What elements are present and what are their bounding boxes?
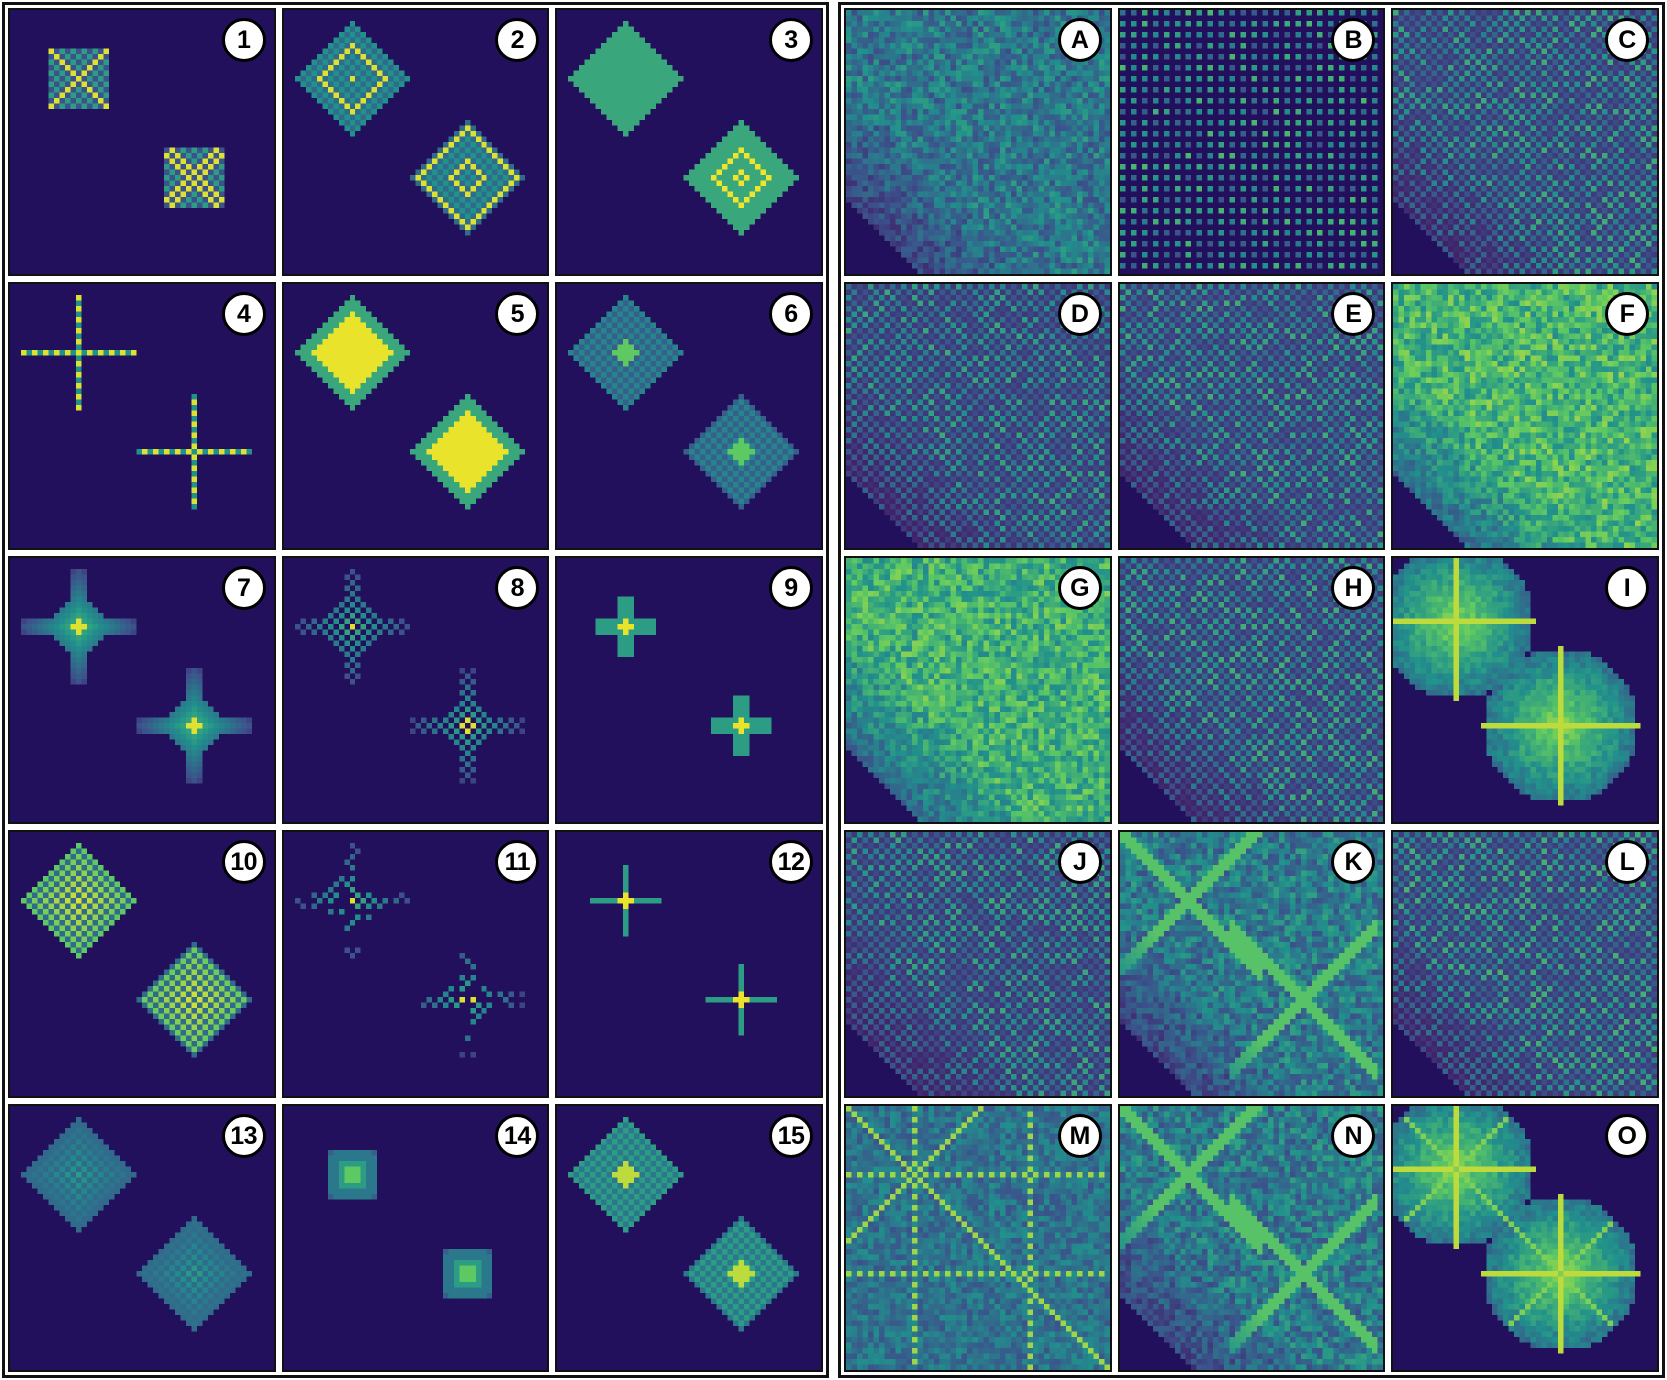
panel-label: N — [1331, 1114, 1376, 1158]
panel-label: 12 — [768, 840, 813, 884]
panel-label: 6 — [768, 292, 813, 336]
panel-G: G — [844, 556, 1112, 824]
panel-J: J — [844, 830, 1112, 1098]
panel-label: 2 — [495, 18, 540, 62]
panel-label: 9 — [768, 566, 813, 610]
panel-label: F — [1604, 292, 1649, 336]
panel-label: D — [1057, 292, 1102, 336]
panel-label: 1 — [221, 18, 266, 62]
panel-label: E — [1331, 292, 1376, 336]
panel-2: 2 — [281, 8, 550, 276]
panel-label: I — [1604, 566, 1649, 610]
panel-label: 3 — [768, 18, 813, 62]
panel-label: H — [1331, 566, 1376, 610]
panel-I: I — [1391, 556, 1659, 824]
panel-M: M — [844, 1104, 1112, 1372]
panel-1: 1 — [8, 8, 276, 276]
panel-label: 13 — [221, 1114, 266, 1158]
panel-label: J — [1057, 840, 1102, 884]
lettered-panel-grid: A B C D E F G H I J K L M N O — [838, 2, 1665, 1378]
panel-label: 4 — [221, 292, 266, 336]
panel-5: 5 — [281, 282, 550, 550]
panel-label: 7 — [221, 566, 266, 610]
panel-label: O — [1604, 1114, 1649, 1158]
panel-11: 11 — [281, 830, 550, 1098]
panel-label: M — [1057, 1114, 1102, 1158]
panel-L: L — [1391, 830, 1659, 1098]
panel-7: 7 — [8, 556, 276, 824]
panel-8: 8 — [281, 556, 550, 824]
panel-label: 14 — [495, 1114, 540, 1158]
panel-label: 5 — [495, 292, 540, 336]
panel-C: C — [1391, 8, 1659, 276]
panel-label: 10 — [221, 840, 266, 884]
panel-label: C — [1604, 18, 1649, 62]
panel-label: 11 — [495, 840, 540, 884]
panel-14: 14 — [281, 1104, 550, 1372]
panel-label: L — [1604, 840, 1649, 884]
panel-E: E — [1117, 282, 1386, 550]
panel-N: N — [1117, 1104, 1386, 1372]
panel-D: D — [844, 282, 1112, 550]
panel-label: A — [1057, 18, 1102, 62]
panel-10: 10 — [8, 830, 276, 1098]
panel-B: B — [1117, 8, 1386, 276]
panel-label: B — [1331, 18, 1376, 62]
panel-label: 15 — [768, 1114, 813, 1158]
panel-6: 6 — [555, 282, 823, 550]
panel-A: A — [844, 8, 1112, 276]
panel-label: G — [1057, 566, 1102, 610]
panel-K: K — [1117, 830, 1386, 1098]
panel-label: K — [1331, 840, 1376, 884]
panel-4: 4 — [8, 282, 276, 550]
numbered-panel-grid: 1 2 3 4 5 6 7 8 9 10 11 12 13 14 15 — [2, 2, 829, 1378]
panel-label: 8 — [495, 566, 540, 610]
panel-13: 13 — [8, 1104, 276, 1372]
panel-H: H — [1117, 556, 1386, 824]
panel-3: 3 — [555, 8, 823, 276]
panel-O: O — [1391, 1104, 1659, 1372]
panel-12: 12 — [555, 830, 823, 1098]
panel-F: F — [1391, 282, 1659, 550]
panel-15: 15 — [555, 1104, 823, 1372]
panel-9: 9 — [555, 556, 823, 824]
